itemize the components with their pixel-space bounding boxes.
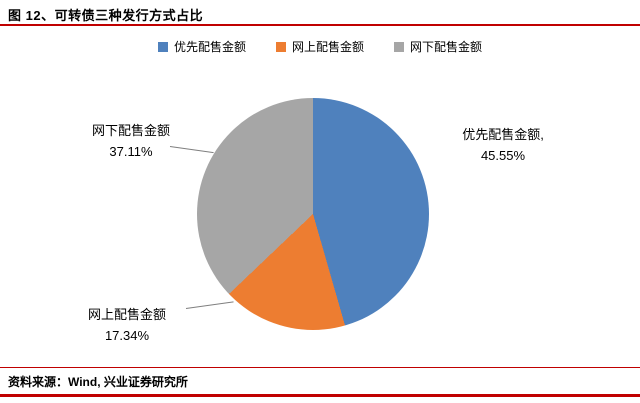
title-divider bbox=[0, 24, 640, 26]
legend-swatch-orange bbox=[275, 41, 286, 52]
data-label-preferential-name: 优先配售金额, bbox=[462, 127, 544, 142]
pie-chart bbox=[197, 98, 429, 330]
legend-item-preferential: 优先配售金额 bbox=[157, 38, 246, 55]
legend-item-offline: 网下配售金额 bbox=[394, 38, 482, 55]
legend-label-offline: 网下配售金额 bbox=[410, 40, 483, 54]
data-label-online-value: 17.34% bbox=[104, 328, 150, 344]
footer-divider bbox=[0, 367, 640, 368]
bottom-divider bbox=[0, 394, 640, 397]
legend-label-preferential: 优先配售金额 bbox=[173, 40, 246, 54]
data-label-offline-name: 网下配售金额 bbox=[91, 123, 170, 138]
source-note: 资料来源：Wind, 兴业证券研究所 bbox=[8, 375, 188, 389]
data-label-online-name: 网上配售金额 bbox=[87, 307, 166, 322]
data-label-preferential: 优先配售金额, 45.55% bbox=[432, 124, 574, 167]
data-label-preferential-value: 45.55% bbox=[480, 148, 526, 164]
legend-swatch-blue bbox=[157, 41, 168, 52]
legend-label-online: 网上配售金额 bbox=[291, 40, 364, 54]
legend-item-online: 网上配售金额 bbox=[275, 38, 364, 55]
leader-line-online bbox=[185, 301, 234, 309]
chart-legend: 优先配售金额 网上配售金额 网下配售金额 bbox=[0, 38, 640, 55]
data-label-offline: 网下配售金额 37.11% bbox=[68, 120, 194, 163]
legend-swatch-gray bbox=[394, 41, 404, 52]
data-label-offline-value: 37.11% bbox=[109, 144, 153, 160]
data-label-online: 网上配售金额 17.34% bbox=[64, 304, 190, 347]
figure-title: 图 12、可转债三种发行方式占比 bbox=[8, 8, 204, 23]
